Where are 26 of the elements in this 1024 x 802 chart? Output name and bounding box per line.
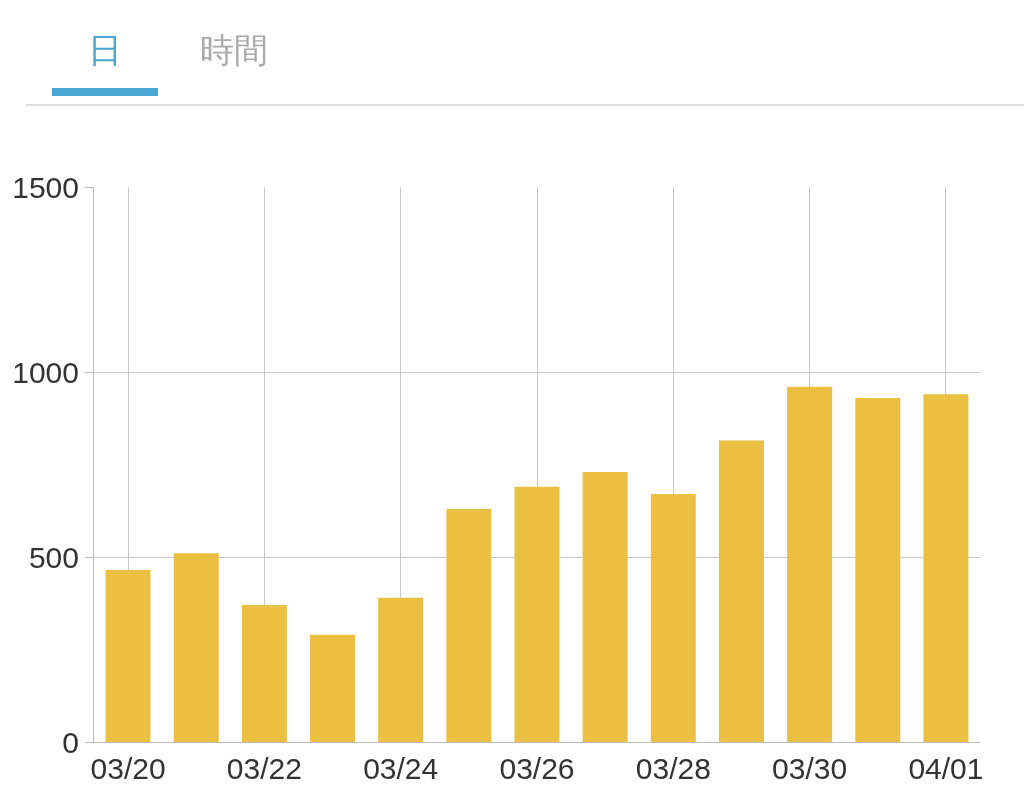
x-tick-label: 03/28: [635, 752, 711, 785]
x-tick-label: 03/22: [226, 752, 302, 785]
bar: [310, 634, 356, 742]
bar: [582, 471, 628, 742]
bar: [787, 386, 833, 742]
y-tick-label: 1500: [12, 170, 79, 204]
x-tick-label: 03/26: [499, 752, 575, 785]
x-tick-label: 03/30: [772, 752, 848, 785]
y-tick-label: 0: [62, 725, 79, 759]
x-tick-label: 03/24: [363, 752, 439, 785]
bar: [446, 508, 492, 742]
bar: [173, 553, 219, 742]
y-tick-label: 1000: [12, 355, 79, 389]
text: 時間: [199, 29, 269, 72]
bar: [241, 605, 287, 742]
bar: [923, 394, 969, 742]
bar: [855, 397, 901, 742]
bar: [514, 486, 560, 742]
bar: [718, 440, 764, 742]
x-tick-label: 03/20: [90, 752, 166, 785]
bar: [105, 569, 151, 742]
bar: [650, 494, 696, 742]
y-tick-label: 500: [28, 540, 79, 574]
bar: [378, 597, 424, 742]
text: 日: [52, 28, 158, 96]
x-tick-label: 04/01: [908, 752, 984, 785]
